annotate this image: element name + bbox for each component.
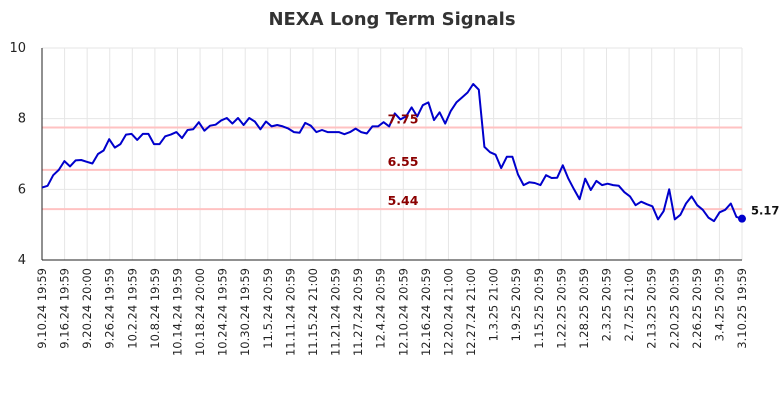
x-tick-label: 12.16.24 20:59 bbox=[419, 268, 433, 356]
x-tick-label: 1.28.25 20:59 bbox=[577, 268, 591, 349]
x-tick-label: 1.22.25 20:59 bbox=[554, 268, 568, 349]
y-tick-label: 10 bbox=[9, 41, 26, 56]
x-tick-label: 1.3.25 21:00 bbox=[487, 268, 501, 341]
x-tick-label: 12.27.24 21:00 bbox=[464, 268, 478, 356]
level-label: 5.44 bbox=[388, 193, 419, 208]
x-tick-label: 12.10.24 20:59 bbox=[396, 268, 410, 356]
x-tick-label: 10.8.24 19:59 bbox=[148, 268, 162, 349]
x-tick-label: 1.9.25 20:59 bbox=[509, 268, 523, 341]
x-tick-label: 1.15.25 20:59 bbox=[532, 268, 546, 349]
x-tick-label: 2.13.25 20:59 bbox=[645, 268, 659, 349]
x-tick-label: 2.7.25 21:00 bbox=[622, 268, 636, 341]
x-tick-label: 10.24.24 19:59 bbox=[216, 268, 230, 356]
last-point-marker bbox=[738, 214, 746, 223]
x-tick-label: 2.26.25 20:59 bbox=[690, 268, 704, 349]
x-tick-label: 12.20.24 21:00 bbox=[441, 268, 455, 356]
x-tick-label: 9.16.24 19:59 bbox=[58, 268, 72, 349]
annotations: 7.75 6.55 5.44 5.17 bbox=[388, 112, 780, 218]
x-tick-label: 11.11.24 20:59 bbox=[283, 268, 297, 356]
axes: 4 6 8 10 9.10.24 19:59 9.16.24 19:59 9.20.24 2… bbox=[9, 41, 749, 356]
x-tick-label: 2.3.25 20:59 bbox=[600, 268, 614, 341]
x-tick-label: 3.4.25 20:59 bbox=[712, 268, 726, 341]
x-tick-label: 11.5.24 20:59 bbox=[261, 268, 275, 349]
signal-levels bbox=[42, 126, 742, 211]
x-tick-label: 11.21.24 20:59 bbox=[329, 268, 343, 356]
y-tick-label: 8 bbox=[18, 112, 26, 127]
price-series bbox=[41, 83, 746, 223]
chart-title: NEXA Long Term Signals bbox=[268, 9, 515, 30]
x-tick-label: 11.27.24 20:59 bbox=[351, 268, 365, 356]
x-tick-label: 10.2.24 19:59 bbox=[125, 268, 139, 349]
x-tick-label: 10.30.24 19:59 bbox=[238, 268, 252, 356]
x-tick-label: 9.10.24 19:59 bbox=[35, 268, 49, 349]
last-value-label: 5.17 bbox=[751, 204, 779, 218]
x-tick-label: 9.26.24 19:59 bbox=[103, 268, 117, 349]
price-line bbox=[41, 83, 743, 223]
x-tick-label: 11.15.24 21:00 bbox=[306, 268, 320, 356]
x-tick-label: 3.10.25 19:59 bbox=[735, 268, 749, 349]
level-label: 6.55 bbox=[388, 154, 419, 169]
level-label: 7.75 bbox=[388, 112, 419, 127]
x-tick-label: 9.20.24 20:00 bbox=[80, 268, 94, 349]
x-tick-label: 10.18.24 20:00 bbox=[193, 268, 207, 356]
y-tick-label: 4 bbox=[18, 253, 26, 268]
x-tick-label: 12.4.24 20:59 bbox=[374, 268, 388, 349]
x-tick-label: 2.20.25 20:59 bbox=[667, 268, 681, 349]
y-tick-label: 6 bbox=[18, 182, 26, 197]
x-tick-label: 10.14.24 19:59 bbox=[170, 268, 184, 356]
